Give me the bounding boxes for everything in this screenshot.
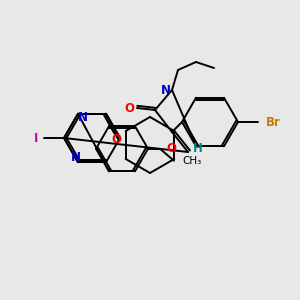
Text: H: H: [193, 142, 203, 154]
Text: O: O: [124, 101, 134, 115]
Text: O: O: [166, 142, 176, 155]
Text: O: O: [111, 133, 121, 146]
Text: CH₃: CH₃: [182, 156, 201, 166]
Text: N: N: [71, 151, 81, 164]
Text: N: N: [78, 111, 88, 124]
Text: Br: Br: [266, 116, 281, 128]
Text: I: I: [34, 131, 38, 145]
Text: N: N: [161, 83, 171, 97]
